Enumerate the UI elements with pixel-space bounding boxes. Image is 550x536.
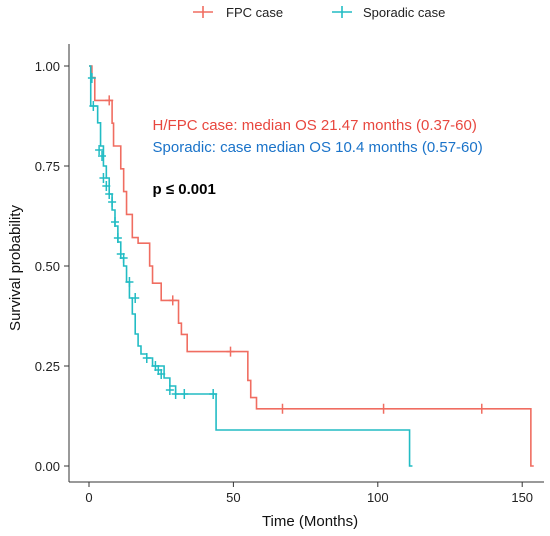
median-os-annotation: Sporadic: case median OS 10.4 months (0.… xyxy=(153,139,483,156)
annotation-layer: H/FPC case: median OS 21.47 months (0.37… xyxy=(153,117,483,198)
x-tick-label: 100 xyxy=(367,490,389,505)
y-tick-label: 1.00 xyxy=(35,59,60,74)
series-sporadic xyxy=(87,65,413,467)
censor-mark xyxy=(278,403,287,414)
x-ticks: 0 50 100 150 xyxy=(85,482,533,505)
censor-mark xyxy=(180,389,189,399)
legend: FPC case Sporadic case xyxy=(193,5,445,20)
censor-mark xyxy=(119,253,128,263)
censor-mark xyxy=(113,233,122,243)
axes xyxy=(68,44,544,483)
censor-mark xyxy=(102,181,111,191)
median-os-annotation: H/FPC case: median OS 21.47 months (0.37… xyxy=(153,117,477,134)
censor-mark xyxy=(89,101,98,111)
y-tick-label: 0.00 xyxy=(35,459,60,474)
censor-mark xyxy=(379,403,388,414)
legend-sporadic-label: Sporadic case xyxy=(363,5,445,20)
censor-mark xyxy=(165,385,174,395)
censor-mark xyxy=(108,197,117,207)
series-layer xyxy=(87,65,534,467)
x-axis-title: Time (Months) xyxy=(262,513,358,530)
legend-fpc-label: FPC case xyxy=(226,5,283,20)
y-tick-label: 0.50 xyxy=(35,259,60,274)
p-value-annotation: p ≤ 0.001 xyxy=(153,181,216,198)
censor-mark xyxy=(157,369,166,379)
censor-mark xyxy=(168,295,177,306)
censor-mark xyxy=(226,346,235,357)
y-tick-label: 0.25 xyxy=(35,359,60,374)
y-ticks: 0.00 0.25 0.50 0.75 1.00 xyxy=(35,59,69,474)
censor-mark xyxy=(105,189,114,199)
censor-mark xyxy=(87,73,96,83)
censor-mark xyxy=(131,293,140,303)
censor-mark xyxy=(97,151,106,161)
y-axis-title: Survival probability xyxy=(7,205,24,331)
censor-mark xyxy=(110,217,119,227)
censor-mark xyxy=(95,145,104,155)
censor-mark xyxy=(125,277,134,287)
series-fpc xyxy=(89,65,534,467)
censor-mark xyxy=(209,389,218,399)
x-tick-label: 150 xyxy=(511,490,533,505)
x-tick-label: 50 xyxy=(226,490,240,505)
censor-mark xyxy=(477,403,486,414)
censor-mark xyxy=(105,95,114,106)
censor-mark xyxy=(171,389,180,399)
x-tick-label: 0 xyxy=(85,490,92,505)
survival-curve-line xyxy=(89,65,534,467)
censor-mark xyxy=(142,353,151,363)
y-tick-label: 0.75 xyxy=(35,159,60,174)
censor-mark xyxy=(99,173,108,183)
